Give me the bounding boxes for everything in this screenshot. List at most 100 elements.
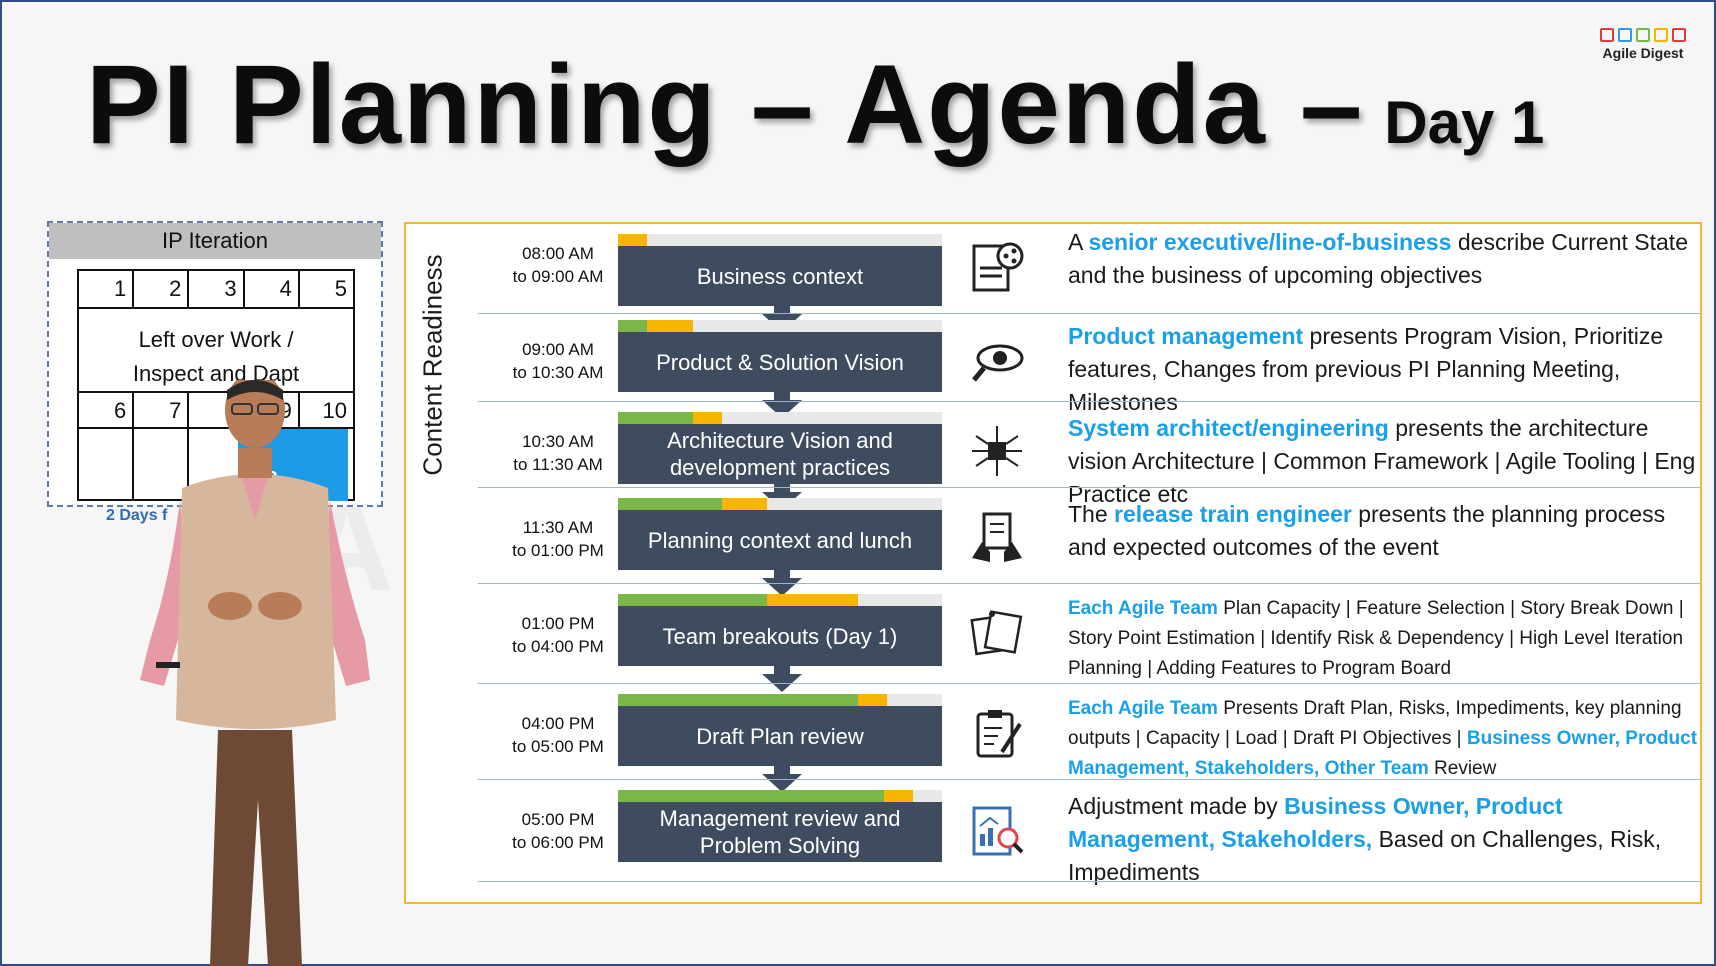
progress-track — [618, 412, 942, 424]
desc-text: describe Current State and the business … — [1068, 229, 1688, 288]
time-start: 08:00 AM — [522, 244, 594, 263]
progress-green — [618, 790, 884, 802]
session-title: Draft Plan review — [696, 723, 864, 749]
progress-track — [618, 594, 942, 606]
down-arrow-icon — [762, 578, 802, 596]
session-title: Business context — [696, 263, 864, 289]
time-start: 04:00 PM — [521, 714, 595, 733]
highlight-text: release train engineer — [1114, 501, 1352, 527]
highlight-text: Business Owner, Product Management, Stak… — [1068, 728, 1698, 779]
logo-box — [1636, 28, 1650, 42]
ip-bottom-day-2: 7 — [134, 393, 190, 427]
progress-yellow — [767, 594, 858, 606]
chip-circuit-icon — [972, 426, 1022, 476]
agenda-row: 10:30 AM to 11:30 AM Architecture Vision a… — [478, 400, 1700, 510]
progress-yellow — [883, 790, 913, 802]
flow-connector — [774, 766, 790, 776]
desc-text: A — [1068, 229, 1089, 255]
time-end: to 10:30 AM — [512, 363, 604, 382]
ip-bottom-day-5: 10 — [322, 398, 348, 423]
progress-track — [618, 320, 942, 332]
session-box: Business context — [618, 246, 942, 306]
agenda-row: 05:00 PM to 06:00 PM Management review and… — [478, 778, 1700, 885]
progress-yellow — [692, 412, 722, 424]
session-box: Team breakouts (Day 1) — [618, 606, 942, 666]
logo-box — [1600, 28, 1614, 42]
agenda-row: 01:00 PM to 04:00 PM Team breakouts (Day 1… — [478, 582, 1700, 692]
ip-top-day-2: 2 — [134, 271, 190, 307]
desc-text: The — [1068, 501, 1115, 527]
session-description: Each Agile Team Plan Capacity | Feature … — [1068, 594, 1698, 684]
time-range: 08:00 AM to 09:00 AM — [478, 242, 638, 288]
highlight-text: Each Agile Team — [1068, 598, 1218, 619]
logo-text: Agile Digest — [1602, 45, 1684, 61]
logo-boxes — [1588, 28, 1698, 42]
ip-top-day-3: 3 — [189, 271, 245, 307]
session-title: Planning context and lunch — [647, 527, 913, 553]
highlight-text: Each Agile Team — [1068, 698, 1218, 719]
progress-track — [618, 234, 942, 246]
agenda-row: 11:30 AM to 01:00 PM Planning context and … — [478, 486, 1700, 596]
time-end: to 09:00 AM — [512, 267, 604, 286]
progress-track — [618, 498, 942, 510]
progress-green — [618, 594, 768, 606]
row-divider — [478, 487, 1700, 488]
highlight-text: System architect/engineering — [1068, 415, 1389, 441]
presenter-figure — [140, 380, 370, 966]
row-divider — [478, 779, 1700, 780]
time-start: 09:00 AM — [522, 340, 594, 359]
vision-search-icon — [972, 344, 1024, 382]
time-end: to 06:00 PM — [512, 833, 604, 852]
session-description: Product management presents Program Visi… — [1068, 320, 1698, 419]
session-title: Product & Solution Vision — [656, 349, 904, 375]
document-share-icon — [972, 242, 1024, 292]
session-box: Management review and Problem Solving — [618, 802, 942, 862]
time-range: 04:00 PM to 05:00 PM — [478, 712, 638, 758]
session-description: Adjustment made by Business Owner, Produ… — [1068, 790, 1698, 889]
progress-green — [618, 320, 648, 332]
session-title: Team breakouts (Day 1) — [662, 623, 898, 649]
desc-text: presents the planning process and expect… — [1068, 501, 1666, 560]
agenda-row: 04:00 PM to 05:00 PM Draft Plan review Each… — [478, 682, 1700, 792]
row-divider — [478, 881, 1700, 882]
time-end: to 11:30 AM — [513, 455, 603, 474]
time-start: 10:30 AM — [522, 432, 594, 451]
session-title: Management review and — [659, 806, 901, 831]
flow-connector — [774, 484, 790, 494]
time-start: 01:00 PM — [521, 614, 595, 633]
title-main: PI Planning – Agenda – — [86, 42, 1365, 167]
agenda-row: 08:00 AM to 09:00 AM Business context A sen… — [478, 224, 1700, 332]
session-box: Architecture Vision and development pract… — [618, 424, 942, 484]
time-range: 09:00 AM to 10:30 AM — [478, 338, 638, 384]
clipboard-pen-icon — [976, 710, 1022, 758]
brand-logo: Agile Digest — [1588, 28, 1698, 61]
progress-green — [618, 694, 858, 706]
time-range: 10:30 AM to 11:30 AM — [478, 430, 638, 476]
ip-top-day-5: 5 — [334, 276, 348, 301]
progress-track — [618, 790, 942, 802]
session-title-line2: development practices — [669, 455, 891, 480]
time-start: 05:00 PM — [521, 810, 595, 829]
time-range: 11:30 AM to 01:00 PM — [478, 516, 638, 562]
time-end: to 04:00 PM — [512, 637, 604, 656]
ip-top-day-1: 1 — [79, 271, 135, 307]
session-title: Architecture Vision and — [667, 428, 893, 453]
ip-top-day-4: 4 — [245, 271, 300, 307]
ip-middle-line1: Left over Work / — [138, 327, 294, 352]
highlight-text: Business Owner, Product Management, Stak… — [1068, 793, 1563, 852]
progress-yellow — [647, 320, 693, 332]
flow-connector — [774, 392, 790, 402]
ip-footer: 2 Days f — [106, 507, 168, 524]
logo-box — [1618, 28, 1632, 42]
session-box: Draft Plan review — [618, 706, 942, 766]
session-description: Each Agile Team Presents Draft Plan, Ris… — [1068, 694, 1698, 784]
progress-track — [618, 694, 942, 706]
row-divider — [478, 313, 1700, 314]
time-end: to 01:00 PM — [512, 541, 604, 560]
desc-text: presents Program Vision, Prioritize feat… — [1068, 323, 1664, 415]
desc-text: Presents Draft Plan, Risks, Impediments,… — [1068, 698, 1682, 749]
ip-bottom-day-1: 6 — [79, 393, 135, 427]
content-readiness-label: Content Readiness — [404, 250, 462, 480]
flow-connector — [774, 570, 790, 580]
time-range: 05:00 PM to 06:00 PM — [478, 808, 638, 854]
